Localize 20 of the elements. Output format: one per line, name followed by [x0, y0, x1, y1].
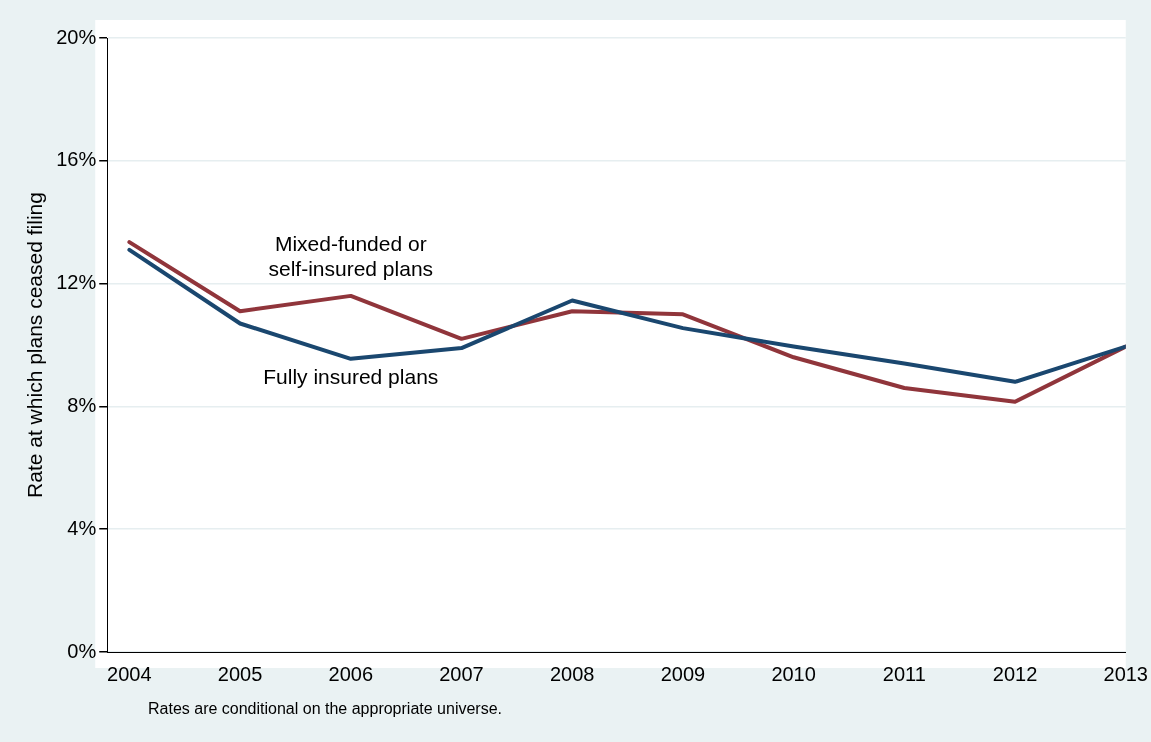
series-label: Mixed-funded or self-insured plans — [268, 231, 434, 280]
series-label: Fully insured plans — [263, 365, 439, 389]
y-tick-label: 20% — [56, 25, 97, 48]
text: Rates are conditional on the appropriate universe. — [148, 700, 502, 717]
y-tick-label: 8% — [67, 393, 97, 416]
x-tick-label: 2009 — [660, 662, 706, 685]
x-tick-label: 2008 — [549, 662, 595, 685]
x-tick-label: 2011 — [882, 662, 926, 685]
x-tick-label: 2010 — [771, 662, 816, 685]
x-tick-label: 2012 — [992, 662, 1038, 685]
y-axis-title: Rate at which plans ceased filing — [23, 192, 47, 498]
x-tick-label: 2013 — [1103, 662, 1148, 685]
x-tick-label: 2004 — [107, 662, 152, 685]
x-tick-label: 2006 — [328, 662, 374, 685]
x-tick-label: 2005 — [217, 662, 263, 685]
x-tick-label: 2007 — [439, 662, 484, 685]
y-tick-label: 4% — [67, 516, 97, 539]
y-tick-label: 0% — [67, 639, 97, 662]
y-tick-label: 16% — [56, 148, 97, 171]
y-tick-label: 12% — [56, 271, 97, 294]
